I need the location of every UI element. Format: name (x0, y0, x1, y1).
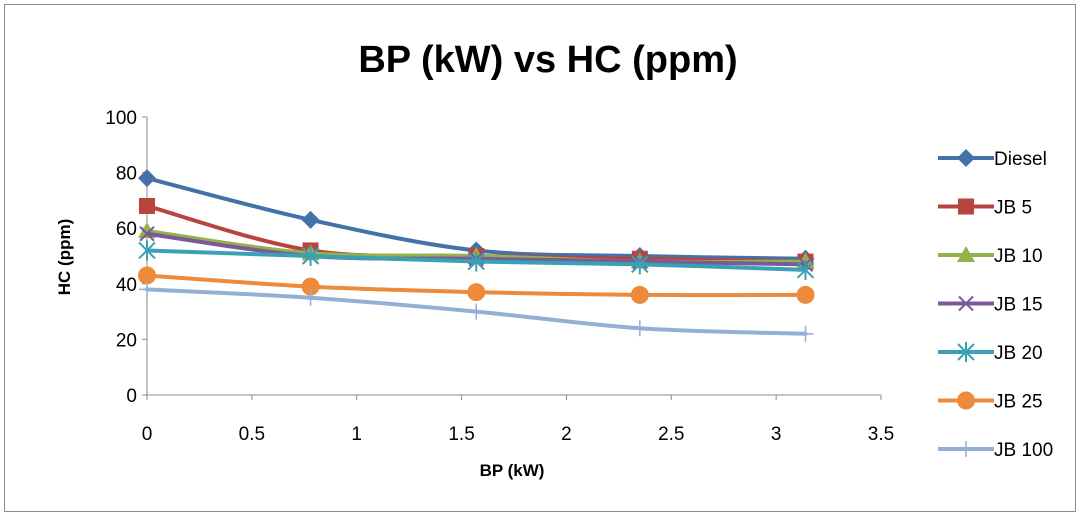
data-point (139, 281, 155, 298)
data-point (138, 169, 156, 188)
legend-item: JB 10 (938, 246, 1043, 267)
plot-area: 0 20 40 60 80 100 0 0.5 1 1.5 2 2.5 3 3.5 (105, 108, 894, 445)
legend-marker (958, 441, 974, 457)
data-point (138, 266, 156, 285)
legend-label: JB 15 (994, 295, 1043, 316)
y-tick-label: 100 (105, 108, 137, 129)
x-tick-label: 1.5 (448, 424, 474, 445)
data-point (796, 259, 815, 280)
x-tick-label: 0.5 (239, 424, 265, 445)
data-point (630, 285, 649, 304)
y-tick-label: 80 (116, 164, 137, 185)
data-point (139, 226, 155, 242)
legend-marker (957, 342, 975, 362)
legend-item: JB 100 (938, 440, 1053, 461)
data-point (467, 283, 486, 302)
data-point (138, 240, 156, 261)
y-tick-label: 60 (116, 219, 137, 240)
data-point (796, 285, 815, 304)
data-point (301, 210, 320, 229)
legend-item: JB 5 (938, 198, 1032, 219)
legend-label: JB 5 (994, 198, 1032, 219)
legend-label: Diesel (994, 149, 1047, 170)
y-tick-label: 20 (116, 330, 137, 351)
legend-marker (957, 149, 975, 167)
x-tick-label: 2 (561, 424, 572, 445)
y-tick-label: 0 (126, 386, 137, 407)
chart-title: BP (kW) vs HC (ppm) (358, 39, 737, 81)
legend-marker (958, 198, 974, 215)
x-tick-label: 3.5 (868, 424, 894, 445)
x-axis-title: BP (kW) (480, 461, 545, 480)
legend-item: JB 15 (938, 295, 1043, 316)
x-tick-label: 3 (771, 424, 782, 445)
data-point (631, 320, 648, 337)
legend-label: JB 10 (994, 246, 1043, 267)
y-axis-title: HC (ppm) (55, 219, 74, 295)
legend-label: JB 20 (994, 343, 1043, 364)
x-tick-label: 2.5 (658, 424, 684, 445)
data-point (467, 251, 485, 272)
legend-marker (958, 295, 974, 312)
data-point (631, 254, 649, 275)
data-point (301, 277, 320, 296)
data-point (139, 197, 155, 214)
data-point (797, 325, 814, 342)
legend-marker (957, 391, 975, 410)
legend: Diesel JB 5 JB 10 JB 15 JB 20 JB 25 JB 100 (938, 149, 1053, 461)
data-point (301, 246, 320, 266)
data-point (302, 289, 319, 306)
legend-label: JB 25 (994, 392, 1043, 413)
x-tick-label: 1 (351, 424, 362, 445)
legend-item: JB 20 (938, 342, 1043, 364)
legend-item: Diesel (938, 149, 1047, 170)
y-tick-label: 40 (116, 275, 137, 296)
x-tick-label: 0 (142, 424, 153, 445)
data-point (468, 303, 485, 320)
legend-item: JB 25 (938, 391, 1043, 413)
legend-marker (957, 246, 975, 262)
legend-label: JB 100 (994, 440, 1053, 461)
